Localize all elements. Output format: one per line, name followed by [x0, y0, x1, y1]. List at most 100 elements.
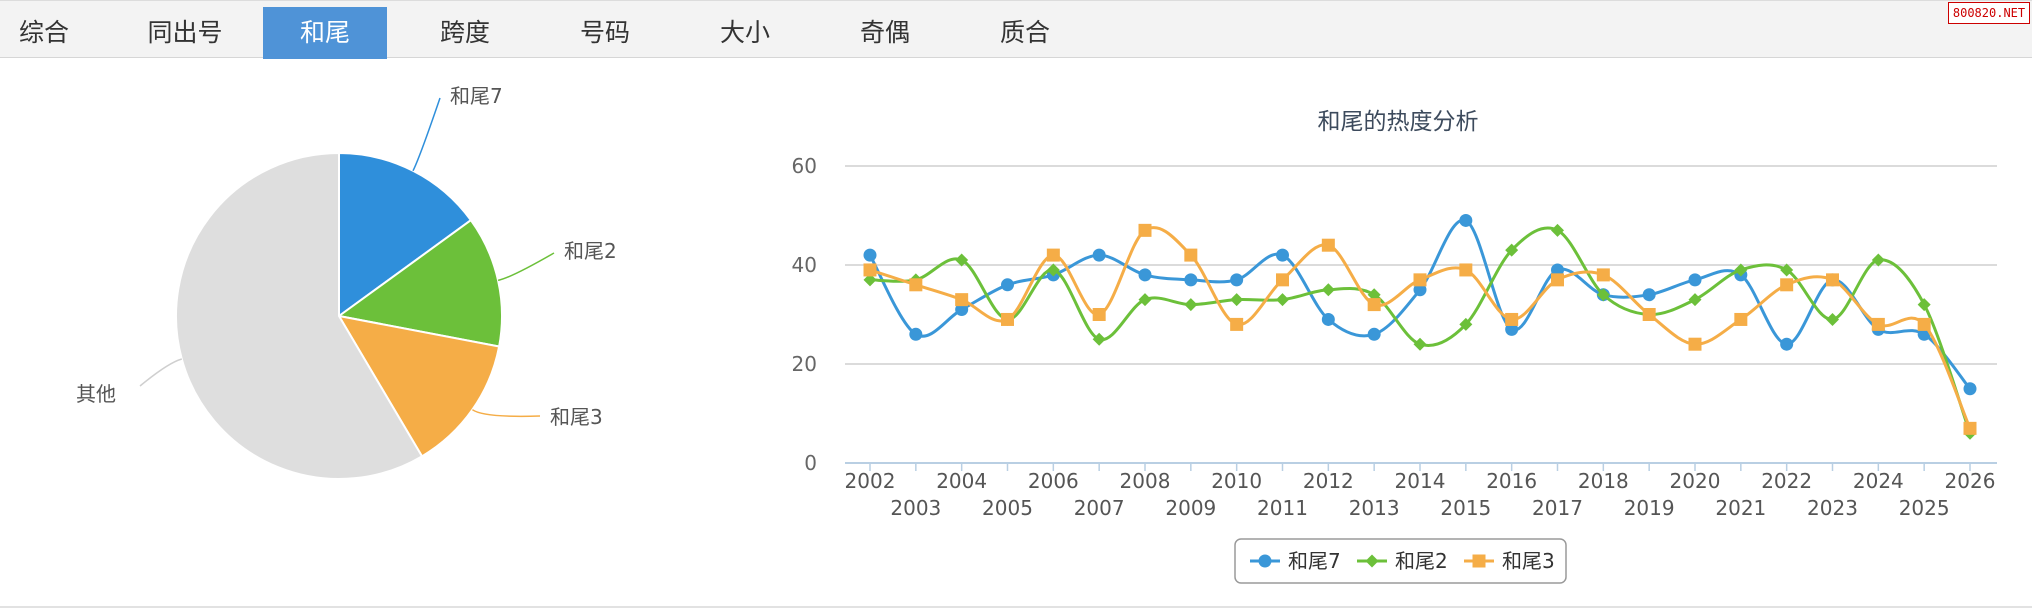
- tab-jiou[interactable]: 奇偶: [859, 18, 910, 47]
- pie-label: 和尾2: [564, 239, 617, 263]
- x-tick-label: 2025: [1899, 496, 1950, 520]
- tab-kuadu[interactable]: 跨度: [439, 18, 490, 47]
- tab-tongchuhao[interactable]: 同出号: [147, 18, 223, 47]
- data-point[interactable]: [1276, 248, 1289, 262]
- x-tick-label: 2005: [982, 496, 1033, 520]
- data-point[interactable]: [1780, 278, 1794, 292]
- data-point[interactable]: [1688, 273, 1702, 287]
- data-point[interactable]: [1367, 327, 1381, 341]
- y-tick-label: 60: [792, 154, 817, 178]
- legend-item[interactable]: 和尾2: [1357, 549, 1448, 573]
- legend-marker[interactable]: [1365, 554, 1379, 568]
- y-tick-label: 40: [792, 253, 817, 277]
- data-point[interactable]: [1688, 293, 1702, 307]
- legend-marker[interactable]: [1258, 554, 1272, 568]
- x-tick-label: 2003: [890, 496, 941, 520]
- data-point[interactable]: [1184, 248, 1198, 262]
- y-tick-label: 20: [792, 352, 817, 376]
- data-point[interactable]: [1734, 263, 1748, 277]
- data-point[interactable]: [1551, 263, 1564, 277]
- data-point[interactable]: [1459, 263, 1473, 277]
- legend-item[interactable]: 和尾7: [1250, 549, 1341, 573]
- tab-zonghe[interactable]: 综合: [18, 18, 69, 47]
- data-point[interactable]: [1367, 298, 1381, 312]
- data-point[interactable]: [1321, 312, 1335, 326]
- data-point[interactable]: [1780, 337, 1794, 351]
- data-point[interactable]: [1413, 283, 1427, 297]
- data-point[interactable]: [1780, 263, 1794, 277]
- data-point[interactable]: [909, 278, 923, 292]
- tab-zhihe[interactable]: 质合: [999, 18, 1050, 47]
- data-point[interactable]: [1505, 243, 1519, 257]
- data-point[interactable]: [1505, 322, 1519, 336]
- data-point[interactable]: [955, 253, 969, 267]
- legend-item[interactable]: 和尾3: [1464, 549, 1555, 573]
- data-point[interactable]: [1046, 248, 1060, 262]
- pie-slice[interactable]: [338, 151, 473, 318]
- legend-marker[interactable]: [1472, 554, 1486, 568]
- pie-chart: 和尾7 和尾2 和尾3 其他: [76, 84, 617, 480]
- data-point[interactable]: [1551, 223, 1564, 237]
- data-point[interactable]: [1413, 273, 1427, 287]
- x-tick-label: 2010: [1211, 469, 1262, 493]
- data-point[interactable]: [863, 248, 877, 262]
- pie-label: 其他: [76, 382, 116, 406]
- data-point[interactable]: [1688, 337, 1702, 351]
- x-tick-label: 2002: [845, 469, 896, 493]
- data-point[interactable]: [1276, 293, 1289, 307]
- data-point[interactable]: [1826, 273, 1839, 287]
- chart-title: 和尾的热度分析: [1318, 109, 1479, 135]
- tab-daxiao[interactable]: 大小: [719, 18, 770, 47]
- data-point[interactable]: [863, 273, 877, 287]
- x-tick-label: 2020: [1670, 469, 1721, 493]
- data-point[interactable]: [1184, 298, 1198, 312]
- bottom-divider: [0, 606, 2032, 608]
- data-point[interactable]: [1871, 317, 1885, 331]
- data-point[interactable]: [1642, 308, 1656, 321]
- pie-slice[interactable]: [336, 218, 503, 348]
- data-point[interactable]: [1321, 283, 1335, 297]
- data-point[interactable]: [1963, 382, 1977, 396]
- x-tick-label: 2024: [1853, 469, 1904, 493]
- data-point[interactable]: [1917, 298, 1931, 312]
- data-point[interactable]: [955, 293, 969, 307]
- data-point[interactable]: [1230, 273, 1244, 287]
- data-point[interactable]: [1826, 312, 1839, 326]
- data-point[interactable]: [1092, 308, 1106, 321]
- data-point[interactable]: [909, 327, 923, 341]
- data-point[interactable]: [1092, 248, 1106, 262]
- data-point[interactable]: [1734, 312, 1748, 326]
- data-point[interactable]: [1459, 317, 1473, 331]
- data-point[interactable]: [1459, 213, 1473, 227]
- x-tick-label: 2012: [1303, 469, 1354, 493]
- legend-label: 和尾7: [1288, 549, 1341, 573]
- data-point[interactable]: [1001, 278, 1014, 292]
- data-point[interactable]: [1596, 288, 1610, 302]
- data-point[interactable]: [1276, 273, 1289, 287]
- data-point[interactable]: [1138, 293, 1152, 307]
- tab-haoma[interactable]: 号码: [579, 18, 630, 47]
- pie-slice[interactable]: [175, 151, 424, 480]
- data-point[interactable]: [1505, 312, 1519, 326]
- data-point[interactable]: [1642, 288, 1656, 302]
- data-point[interactable]: [1230, 317, 1244, 331]
- data-point[interactable]: [1230, 293, 1244, 307]
- data-point[interactable]: [1046, 263, 1060, 277]
- data-point[interactable]: [1917, 317, 1931, 331]
- data-point[interactable]: [1138, 268, 1152, 282]
- data-point[interactable]: [1551, 273, 1564, 287]
- data-point[interactable]: [1092, 332, 1106, 346]
- data-point[interactable]: [1321, 238, 1335, 252]
- tab-hewei[interactable]: 和尾: [263, 7, 387, 59]
- data-point[interactable]: [1138, 223, 1152, 237]
- series-line: [869, 226, 1972, 434]
- data-point[interactable]: [1184, 273, 1198, 287]
- data-point[interactable]: [1001, 312, 1014, 326]
- data-point[interactable]: [955, 303, 969, 317]
- data-point[interactable]: [1367, 288, 1381, 302]
- data-point[interactable]: [1413, 337, 1427, 351]
- data-point[interactable]: [1963, 421, 1977, 435]
- data-point[interactable]: [863, 263, 877, 277]
- pie-slice[interactable]: [337, 314, 501, 458]
- data-point[interactable]: [1596, 268, 1610, 282]
